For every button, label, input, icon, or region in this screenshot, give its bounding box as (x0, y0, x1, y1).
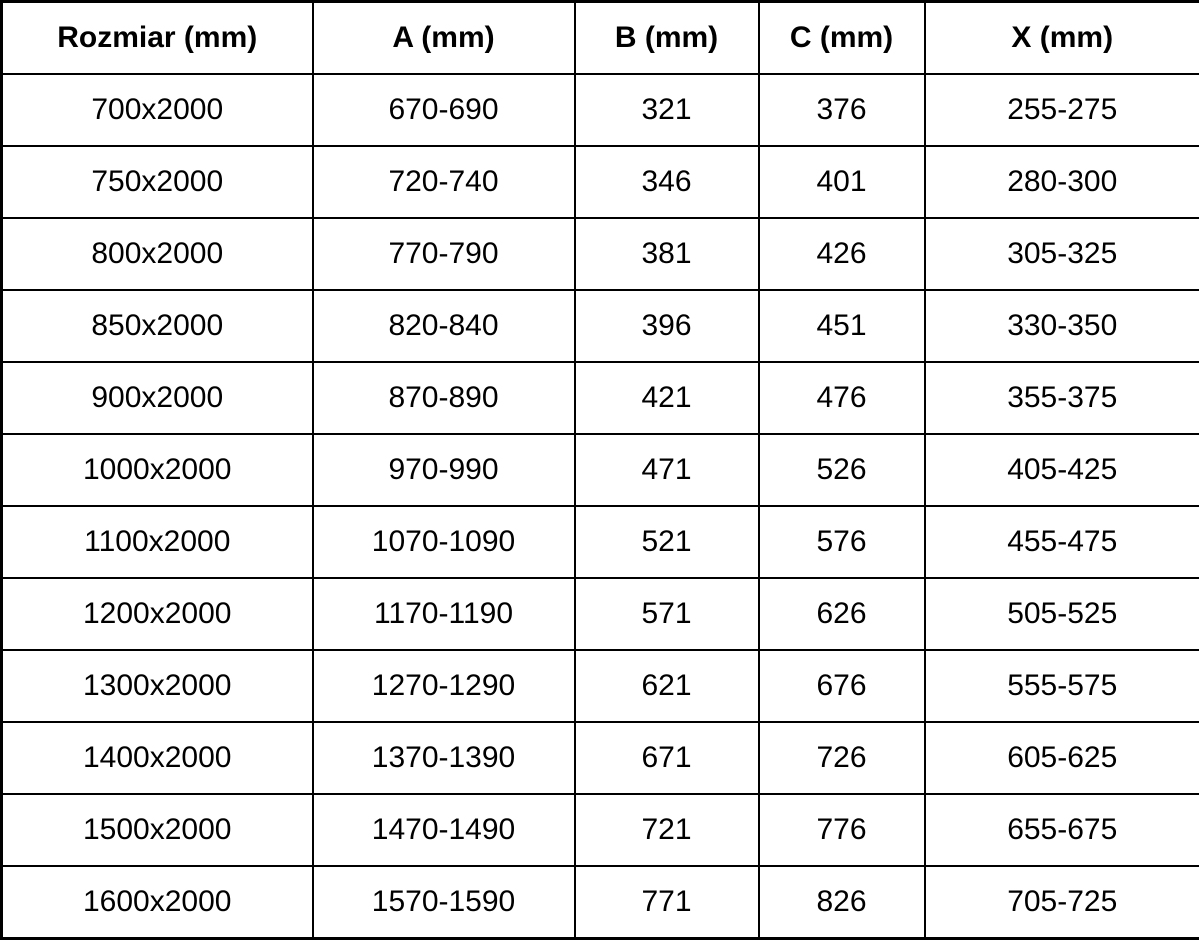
size-table-header: Rozmiar (mm) A (mm) B (mm) C (mm) X (mm) (2, 2, 1199, 75)
table-cell-b: 571 (575, 578, 759, 650)
table-cell-a: 1070-1090 (313, 506, 575, 578)
table-cell-rozmiar: 900x2000 (2, 362, 313, 434)
table-cell-c: 426 (759, 218, 925, 290)
table-cell-x: 455-475 (925, 506, 1199, 578)
table-cell-a: 1370-1390 (313, 722, 575, 794)
table-cell-c: 376 (759, 74, 925, 146)
table-cell-c: 776 (759, 794, 925, 866)
table-cell-x: 280-300 (925, 146, 1199, 218)
column-header-a: A (mm) (313, 2, 575, 75)
table-cell-b: 671 (575, 722, 759, 794)
table-cell-c: 676 (759, 650, 925, 722)
table-cell-b: 321 (575, 74, 759, 146)
table-cell-rozmiar: 1200x2000 (2, 578, 313, 650)
table-cell-x: 305-325 (925, 218, 1199, 290)
table-cell-b: 396 (575, 290, 759, 362)
table-cell-c: 576 (759, 506, 925, 578)
table-cell-a: 870-890 (313, 362, 575, 434)
table-cell-rozmiar: 750x2000 (2, 146, 313, 218)
table-cell-b: 381 (575, 218, 759, 290)
table-cell-rozmiar: 1400x2000 (2, 722, 313, 794)
table-cell-x: 555-575 (925, 650, 1199, 722)
table-cell-c: 526 (759, 434, 925, 506)
table-cell-a: 1170-1190 (313, 578, 575, 650)
table-cell-a: 670-690 (313, 74, 575, 146)
table-cell-a: 1570-1590 (313, 866, 575, 939)
table-cell-a: 1270-1290 (313, 650, 575, 722)
table-cell-x: 655-675 (925, 794, 1199, 866)
table-cell-c: 726 (759, 722, 925, 794)
table-cell-rozmiar: 1300x2000 (2, 650, 313, 722)
table-cell-b: 721 (575, 794, 759, 866)
table-cell-c: 826 (759, 866, 925, 939)
table-cell-x: 330-350 (925, 290, 1199, 362)
table-cell-b: 421 (575, 362, 759, 434)
table-cell-a: 770-790 (313, 218, 575, 290)
table-cell-a: 820-840 (313, 290, 575, 362)
column-header-rozmiar: Rozmiar (mm) (2, 2, 313, 75)
table-cell-rozmiar: 850x2000 (2, 290, 313, 362)
table-cell-a: 970-990 (313, 434, 575, 506)
table-cell-rozmiar: 1000x2000 (2, 434, 313, 506)
table-cell-rozmiar: 1100x2000 (2, 506, 313, 578)
table-cell-c: 476 (759, 362, 925, 434)
table-cell-rozmiar: 1500x2000 (2, 794, 313, 866)
table-cell-c: 626 (759, 578, 925, 650)
table-cell-b: 471 (575, 434, 759, 506)
table-cell-x: 505-525 (925, 578, 1199, 650)
table-cell-a: 1470-1490 (313, 794, 575, 866)
header-row: Rozmiar (mm) A (mm) B (mm) C (mm) X (mm) (2, 2, 1199, 75)
table-cell-a: 720-740 (313, 146, 575, 218)
table-cell-x: 255-275 (925, 74, 1199, 146)
table-cell-rozmiar: 1600x2000 (2, 866, 313, 939)
table-cell-rozmiar: 700x2000 (2, 74, 313, 146)
table-cell-b: 346 (575, 146, 759, 218)
column-header-b: B (mm) (575, 2, 759, 75)
size-table-container: Rozmiar (mm) A (mm) B (mm) C (mm) X (mm)… (0, 0, 1199, 911)
table-cell-x: 405-425 (925, 434, 1199, 506)
table-cell-b: 521 (575, 506, 759, 578)
table-cell-b: 621 (575, 650, 759, 722)
table-cell-x: 605-625 (925, 722, 1199, 794)
table-cell-c: 401 (759, 146, 925, 218)
column-header-x: X (mm) (925, 2, 1199, 75)
table-cell-c: 451 (759, 290, 925, 362)
table-cell-rozmiar: 800x2000 (2, 218, 313, 290)
table-cell-x: 705-725 (925, 866, 1199, 939)
table-cell-b: 771 (575, 866, 759, 939)
table-cell-x: 355-375 (925, 362, 1199, 434)
column-header-c: C (mm) (759, 2, 925, 75)
